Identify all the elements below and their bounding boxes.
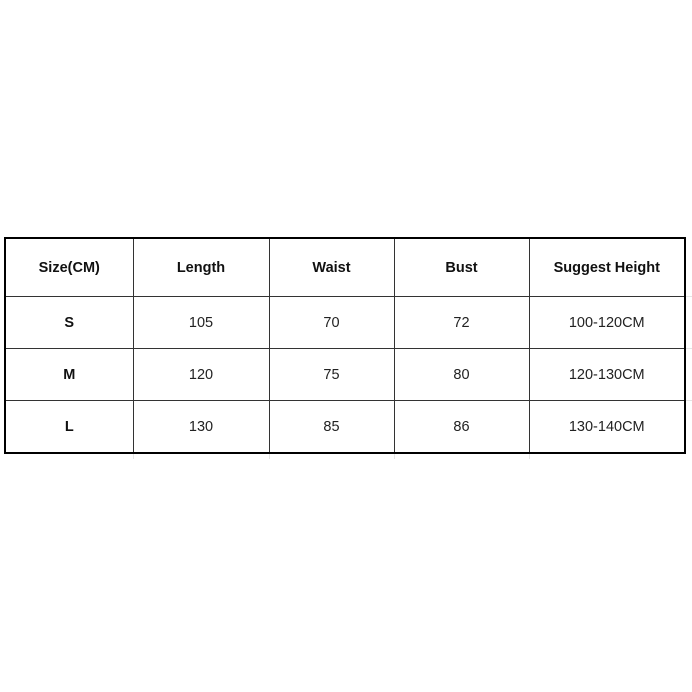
cell-suggest-height: 130-140CM — [528, 400, 686, 454]
cell-waist: 75 — [268, 348, 395, 401]
cell-length: 130 — [132, 400, 270, 454]
cell-suggest-height: 100-120CM — [528, 296, 686, 349]
header-length: Length — [132, 237, 270, 297]
gridline — [269, 453, 270, 459]
cell-length: 120 — [132, 348, 270, 401]
cell-waist: 70 — [268, 296, 395, 349]
gridline — [133, 453, 134, 459]
cell-bust: 86 — [393, 400, 530, 454]
table-row: S 105 70 72 100-120CM — [4, 296, 686, 349]
cell-suggest-height: 120-130CM — [528, 348, 686, 401]
header-suggest-height: Suggest Height — [528, 237, 686, 297]
cell-bust: 72 — [393, 296, 530, 349]
header-size: Size(CM) — [4, 237, 134, 297]
gridline — [686, 400, 692, 401]
gridline — [686, 348, 692, 349]
cell-bust: 80 — [393, 348, 530, 401]
header-row: Size(CM) Length Waist Bust Suggest Heigh… — [4, 237, 686, 297]
cell-length: 105 — [132, 296, 270, 349]
gridline — [394, 453, 395, 459]
cell-size: S — [4, 296, 134, 349]
cell-waist: 85 — [268, 400, 395, 454]
gridline — [686, 296, 692, 297]
cell-size: L — [4, 400, 134, 454]
table-row: L 130 85 86 130-140CM — [4, 400, 686, 454]
gridline — [529, 453, 530, 459]
header-bust: Bust — [393, 237, 530, 297]
cell-size: M — [4, 348, 134, 401]
table-row: M 120 75 80 120-130CM — [4, 348, 686, 401]
size-chart-table: Size(CM) Length Waist Bust Suggest Heigh… — [4, 237, 686, 454]
header-waist: Waist — [268, 237, 395, 297]
